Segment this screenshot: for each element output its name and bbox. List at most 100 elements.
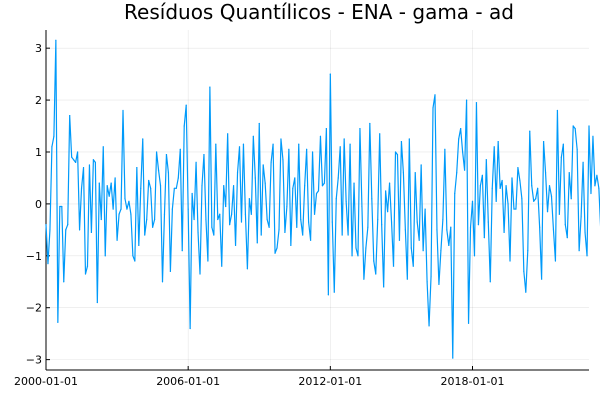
data-point bbox=[215, 143, 217, 145]
data-point bbox=[203, 153, 205, 156]
data-point bbox=[49, 229, 51, 231]
data-point bbox=[450, 226, 452, 228]
data-point bbox=[136, 166, 138, 169]
data-point bbox=[84, 273, 87, 275]
data-point bbox=[351, 255, 353, 257]
data-point bbox=[177, 177, 179, 179]
data-point bbox=[335, 198, 337, 200]
data-point bbox=[61, 205, 63, 208]
data-point bbox=[511, 177, 513, 179]
data-point bbox=[199, 273, 201, 275]
data-point bbox=[313, 213, 316, 215]
data-point bbox=[134, 260, 136, 262]
data-point bbox=[339, 146, 341, 148]
data-point bbox=[311, 151, 314, 153]
data-point bbox=[349, 143, 351, 145]
data-point bbox=[469, 226, 472, 228]
data-point bbox=[171, 208, 173, 210]
data-point bbox=[90, 231, 93, 234]
data-point bbox=[268, 226, 270, 228]
data-point bbox=[414, 172, 416, 174]
data-point bbox=[169, 270, 171, 272]
data-point bbox=[539, 226, 541, 228]
data-point bbox=[244, 213, 247, 215]
data-point bbox=[572, 125, 574, 127]
data-point bbox=[345, 200, 347, 202]
data-point bbox=[566, 237, 568, 239]
data-point bbox=[523, 270, 525, 272]
data-point bbox=[306, 148, 308, 150]
data-point bbox=[347, 234, 349, 236]
data-point bbox=[304, 185, 306, 187]
data-point bbox=[369, 122, 371, 125]
data-point bbox=[234, 244, 237, 247]
data-point bbox=[410, 247, 412, 249]
data-point bbox=[574, 128, 576, 130]
data-point bbox=[337, 177, 339, 179]
data-point bbox=[298, 143, 300, 145]
data-point bbox=[554, 260, 557, 262]
data-point bbox=[142, 138, 144, 140]
series-layer bbox=[45, 39, 600, 359]
data-point bbox=[485, 159, 487, 161]
data-point bbox=[519, 179, 521, 182]
data-point bbox=[128, 200, 130, 202]
data-point bbox=[343, 138, 345, 140]
data-point bbox=[568, 172, 570, 174]
data-point bbox=[86, 265, 89, 267]
data-point bbox=[294, 177, 296, 179]
data-point bbox=[92, 159, 94, 161]
data-point bbox=[422, 250, 424, 252]
data-point bbox=[578, 250, 580, 252]
data-point bbox=[493, 146, 495, 148]
data-point bbox=[475, 102, 478, 104]
data-point bbox=[100, 218, 102, 221]
data-point bbox=[355, 247, 357, 249]
data-point bbox=[278, 229, 280, 231]
data-point bbox=[175, 187, 177, 189]
data-point bbox=[211, 226, 213, 228]
data-point bbox=[266, 218, 268, 221]
data-point bbox=[408, 138, 410, 140]
data-point bbox=[225, 205, 227, 208]
data-point bbox=[576, 148, 578, 150]
data-point bbox=[231, 213, 233, 215]
data-point bbox=[586, 255, 588, 257]
data-point bbox=[254, 177, 256, 179]
data-point bbox=[242, 143, 245, 145]
data-point bbox=[420, 164, 422, 166]
data-point bbox=[430, 275, 432, 278]
x-tick-label: 2000-01-01 bbox=[14, 375, 78, 388]
data-point bbox=[462, 151, 464, 153]
data-point bbox=[452, 357, 454, 359]
data-point bbox=[359, 128, 361, 130]
data-point bbox=[250, 213, 252, 215]
data-point bbox=[94, 161, 96, 163]
data-point bbox=[146, 218, 148, 221]
data-point bbox=[96, 301, 98, 304]
data-point bbox=[458, 138, 460, 140]
data-point bbox=[262, 164, 264, 166]
data-point bbox=[434, 94, 436, 96]
data-point bbox=[290, 244, 292, 247]
data-point bbox=[71, 156, 73, 158]
data-point bbox=[465, 99, 468, 101]
data-point bbox=[418, 239, 420, 241]
data-point bbox=[104, 255, 106, 257]
data-point bbox=[73, 159, 75, 161]
data-point bbox=[464, 169, 466, 171]
data-point bbox=[321, 185, 324, 187]
data-point bbox=[477, 224, 480, 226]
y-tick-label: −3 bbox=[26, 354, 42, 367]
data-point bbox=[546, 211, 549, 213]
data-point bbox=[584, 231, 586, 234]
data-point bbox=[201, 185, 203, 187]
data-point bbox=[489, 281, 491, 283]
data-point bbox=[161, 281, 164, 283]
data-point bbox=[157, 169, 160, 171]
data-point bbox=[152, 226, 154, 228]
data-point bbox=[495, 200, 497, 202]
data-point bbox=[383, 286, 385, 288]
data-point bbox=[205, 218, 207, 221]
y-tick-label: 1 bbox=[35, 146, 42, 159]
